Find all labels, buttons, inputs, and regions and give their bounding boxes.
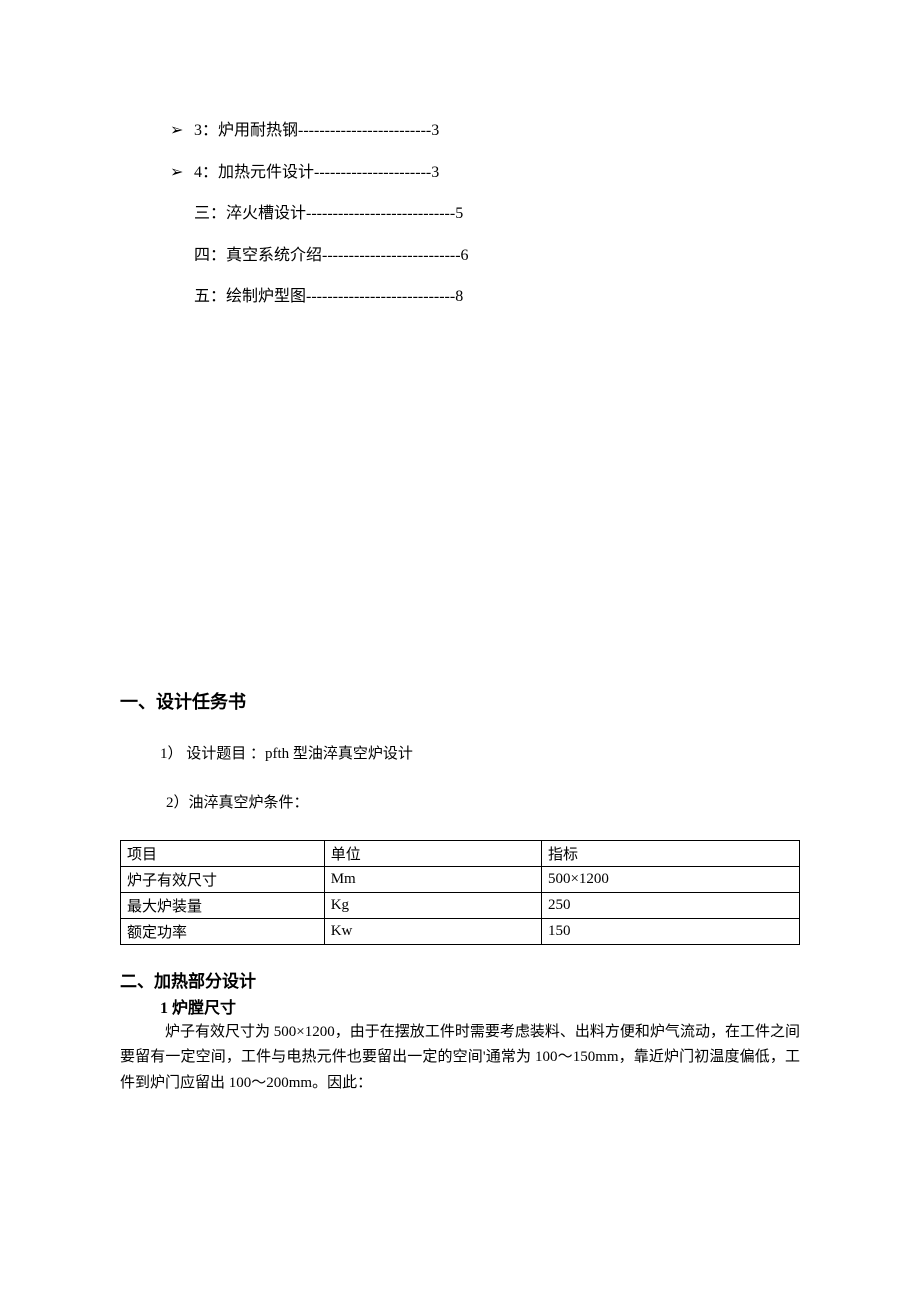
toc-item: ➢ 3：炉用耐热钢-------------------------3	[170, 110, 800, 152]
toc-page: 3	[431, 164, 439, 181]
toc-label: 五：绘制炉型图	[194, 288, 306, 305]
toc-page: 6	[461, 247, 469, 264]
table-cell: 最大炉装量	[121, 892, 325, 918]
table-row: 项目 单位 指标	[121, 840, 800, 866]
toc-dashes: -------------------------	[298, 122, 431, 139]
toc-page: 3	[431, 122, 439, 139]
toc-item: 五：绘制炉型图----------------------------8	[170, 276, 800, 318]
spec-table: 项目 单位 指标 炉子有效尺寸 Mm 500×1200 最大炉装量 Kg 250…	[120, 840, 800, 945]
toc-dashes: --------------------------	[322, 247, 461, 264]
table-cell: 炉子有效尺寸	[121, 866, 325, 892]
toc-page: 5	[455, 205, 463, 222]
section-2-1-heading: 1 炉膛尺寸	[160, 994, 800, 1018]
section-1-heading: 一、设计任务书	[120, 688, 800, 714]
table-row: 额定功率 Kw 150	[121, 918, 800, 944]
table-cell: 150	[541, 918, 799, 944]
section-2-heading: 二、加热部分设计	[120, 967, 800, 992]
table-cell: Kg	[324, 892, 541, 918]
design-requirements: 1） 设计题目 ：pfth 型油淬真空炉设计 2）油淬真空炉条件：	[160, 742, 800, 812]
table-cell: Mm	[324, 866, 541, 892]
toc-item: 三：淬火槽设计----------------------------5	[170, 193, 800, 235]
toc-bullet: ➢	[170, 152, 190, 194]
toc-bullet: ➢	[170, 110, 190, 152]
toc-label: 3：炉用耐热钢	[194, 122, 298, 139]
body-paragraph: 炉子有效尺寸为 500×1200，由于在摆放工件时需要考虑装料、出料方便和炉气流…	[120, 1020, 800, 1097]
toc-label: 4：加热元件设计	[194, 164, 314, 181]
table-cell: 250	[541, 892, 799, 918]
design-topic: 1） 设计题目 ：pfth 型油淬真空炉设计	[160, 742, 800, 763]
toc-item: 四：真空系统介绍--------------------------6	[170, 235, 800, 277]
toc-dashes: ----------------------------	[306, 205, 455, 222]
toc-item: ➢ 4：加热元件设计----------------------3	[170, 152, 800, 194]
table-cell: 项目	[121, 840, 325, 866]
toc-dashes: ----------------------------	[306, 288, 455, 305]
table-row: 炉子有效尺寸 Mm 500×1200	[121, 866, 800, 892]
toc-dashes: ----------------------	[314, 164, 431, 181]
toc-label: 四：真空系统介绍	[194, 247, 322, 264]
table-cell: 指标	[541, 840, 799, 866]
design-conditions-label: 2）油淬真空炉条件：	[166, 791, 800, 812]
table-cell: 500×1200	[541, 866, 799, 892]
table-of-contents: ➢ 3：炉用耐热钢-------------------------3 ➢ 4：…	[170, 110, 800, 318]
table-cell: 单位	[324, 840, 541, 866]
toc-page: 8	[455, 288, 463, 305]
section-2: 二、加热部分设计 1 炉膛尺寸 炉子有效尺寸为 500×1200，由于在摆放工件…	[120, 967, 800, 1097]
section-1: 一、设计任务书 1） 设计题目 ：pfth 型油淬真空炉设计 2）油淬真空炉条件…	[120, 688, 800, 945]
table-row: 最大炉装量 Kg 250	[121, 892, 800, 918]
table-cell: Kw	[324, 918, 541, 944]
toc-label: 三：淬火槽设计	[194, 205, 306, 222]
table-cell: 额定功率	[121, 918, 325, 944]
